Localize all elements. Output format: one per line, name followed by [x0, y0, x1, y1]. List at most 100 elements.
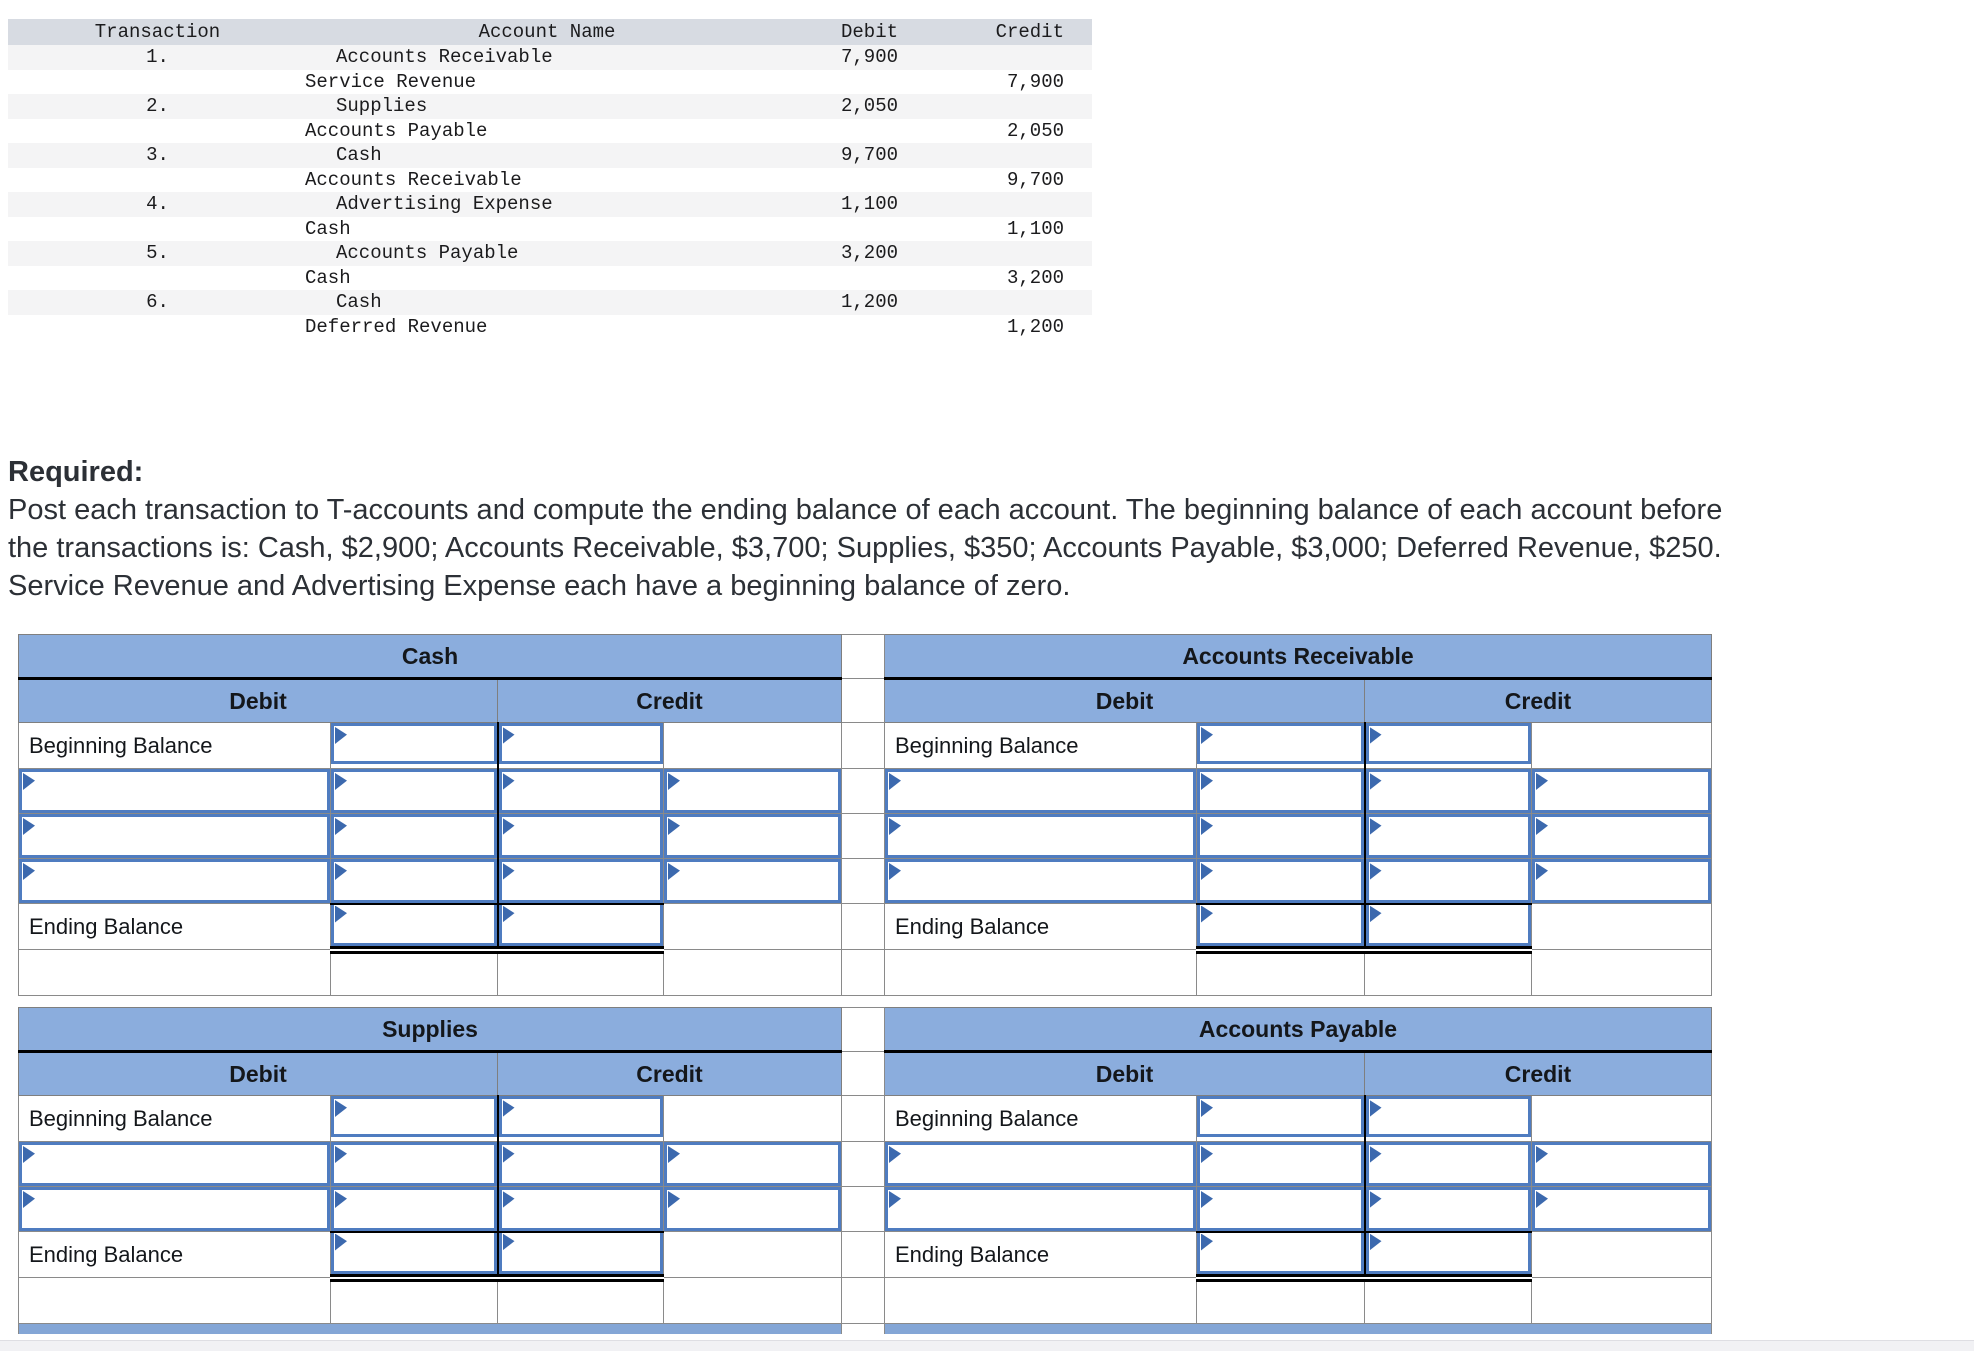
- credit-amount: [910, 192, 1092, 217]
- ending-balance-input[interactable]: [331, 904, 497, 946]
- input-flag-icon: [502, 1233, 515, 1251]
- input-flag-icon: [502, 773, 515, 790]
- amount-input[interactable]: [331, 814, 497, 858]
- debit-column-header: Debit: [884, 1051, 1365, 1096]
- amount-input[interactable]: [1532, 814, 1711, 858]
- amount-input[interactable]: [498, 1187, 663, 1231]
- amount-input[interactable]: [1197, 859, 1364, 903]
- amount-input[interactable]: [331, 1096, 497, 1137]
- input-flag-icon: [1369, 1233, 1382, 1251]
- ending-balance-input[interactable]: [1365, 1232, 1531, 1274]
- entry-input[interactable]: [19, 1142, 330, 1186]
- amount-input[interactable]: [1197, 814, 1364, 858]
- entry-label-cell: [884, 813, 1197, 859]
- t-accounts-grid-cash-ar: Cash Accounts Receivable Debit Credit De…: [18, 634, 1712, 996]
- amount-input[interactable]: [1197, 1096, 1364, 1137]
- amount-cell: [663, 858, 842, 904]
- blank-cell: [663, 1095, 842, 1142]
- amount-input[interactable]: [1532, 859, 1711, 903]
- credit-amount: [910, 241, 1092, 266]
- amount-input[interactable]: [664, 1187, 841, 1231]
- amount-input[interactable]: [498, 1096, 663, 1137]
- amount-input[interactable]: [1365, 723, 1531, 764]
- input-flag-icon: [502, 905, 515, 923]
- input-flag-icon: [1201, 773, 1213, 790]
- entry-label-cell: [18, 1186, 331, 1232]
- amount-input[interactable]: [331, 769, 497, 813]
- gap-column: [841, 722, 885, 769]
- amount-input[interactable]: [1365, 1142, 1531, 1186]
- entry-input[interactable]: [19, 1187, 330, 1231]
- entry-input[interactable]: [19, 814, 330, 858]
- blank-cell: [1196, 1277, 1365, 1324]
- amount-input[interactable]: [1197, 1142, 1364, 1186]
- entry-input[interactable]: [19, 769, 330, 813]
- amount-cell: [1196, 1186, 1365, 1232]
- amount-input[interactable]: [1365, 1187, 1531, 1231]
- credit-amount: 3,200: [1006, 266, 1064, 289]
- gap-column: [841, 1231, 885, 1278]
- amount-input[interactable]: [1197, 723, 1364, 764]
- journal-row: Deferred Revenue 1,200: [8, 315, 1092, 340]
- amount-input[interactable]: [1532, 1187, 1711, 1231]
- amount-input[interactable]: [331, 1142, 497, 1186]
- entry-input[interactable]: [885, 1187, 1196, 1231]
- blank-cell: [1531, 1231, 1712, 1278]
- ending-balance-input[interactable]: [1197, 904, 1364, 946]
- transaction-number: [8, 217, 233, 242]
- blank-cell: [663, 903, 842, 950]
- amount-input[interactable]: [664, 769, 841, 813]
- amount-cell: [1363, 813, 1532, 859]
- amount-cell: [330, 813, 498, 859]
- amount-input[interactable]: [498, 769, 663, 813]
- ending-balance-input[interactable]: [498, 904, 663, 946]
- amount-input[interactable]: [498, 1142, 663, 1186]
- amount-input[interactable]: [498, 859, 663, 903]
- amount-input[interactable]: [498, 723, 663, 764]
- amount-input[interactable]: [664, 814, 841, 858]
- ending-balance-input[interactable]: [331, 1232, 497, 1274]
- amount-input[interactable]: [331, 1187, 497, 1231]
- required-text-line: the transactions is: Cash, $2,900; Accou…: [8, 532, 1722, 564]
- entry-label-cell: [18, 1141, 331, 1187]
- amount-input[interactable]: [1532, 769, 1711, 813]
- amount-input[interactable]: [1197, 1187, 1364, 1231]
- entry-input[interactable]: [885, 769, 1196, 813]
- account-name: Advertising Expense: [233, 192, 672, 217]
- entry-input[interactable]: [19, 859, 330, 903]
- ending-balance-input[interactable]: [1197, 1232, 1364, 1274]
- input-flag-icon: [23, 773, 35, 790]
- input-flag-icon: [335, 1233, 347, 1251]
- beginning-balance-label: Beginning Balance: [884, 722, 1197, 769]
- entry-input[interactable]: [885, 1142, 1196, 1186]
- account-name: Service Revenue: [305, 70, 477, 93]
- gap-column: [841, 1141, 885, 1187]
- amount-input[interactable]: [1365, 859, 1531, 903]
- ending-balance-input[interactable]: [498, 1232, 663, 1274]
- amount-input[interactable]: [331, 723, 497, 764]
- amount-cell: [1196, 858, 1365, 904]
- transaction-number: [8, 315, 233, 340]
- input-flag-icon: [502, 1191, 515, 1208]
- entry-label-cell: [884, 768, 1197, 814]
- amount-input[interactable]: [664, 859, 841, 903]
- entry-input[interactable]: [885, 814, 1196, 858]
- amount-input[interactable]: [1365, 1096, 1531, 1137]
- amount-input[interactable]: [498, 814, 663, 858]
- debit-amount: 1,100: [672, 192, 910, 217]
- amount-cell: [1531, 813, 1712, 859]
- amount-input[interactable]: [664, 1142, 841, 1186]
- ending-balance-input[interactable]: [1365, 904, 1531, 946]
- blank-cell: [1531, 1277, 1712, 1324]
- input-flag-icon: [23, 1191, 35, 1208]
- amount-cell: [330, 858, 498, 904]
- credit-amount: 9,700: [1006, 168, 1064, 191]
- amount-input[interactable]: [1532, 1142, 1711, 1186]
- amount-input[interactable]: [1197, 769, 1364, 813]
- journal-row: 4. Advertising Expense 1,100: [8, 192, 1092, 217]
- amount-input[interactable]: [1365, 769, 1531, 813]
- entry-input[interactable]: [885, 859, 1196, 903]
- amount-input[interactable]: [1365, 814, 1531, 858]
- amount-input[interactable]: [331, 859, 497, 903]
- debit-amount: [672, 168, 910, 193]
